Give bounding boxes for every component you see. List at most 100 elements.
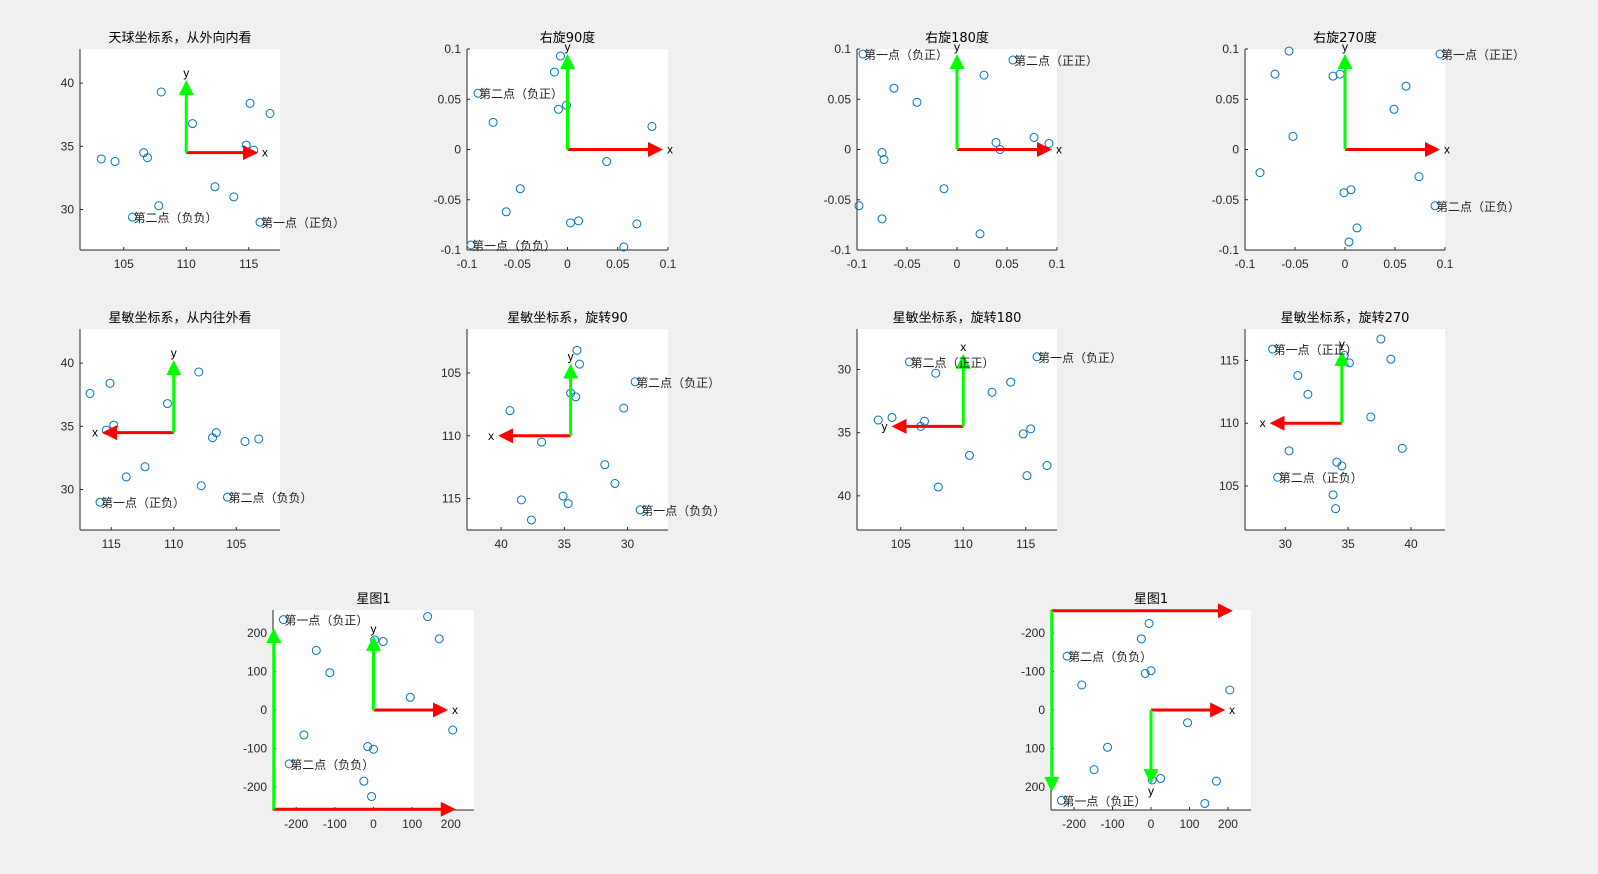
point-annotation: 第一点（正正） bbox=[1441, 48, 1525, 62]
y-tick-label: 40 bbox=[838, 489, 852, 503]
data-point bbox=[991, 137, 1001, 147]
y-tick-label: 0 bbox=[1232, 143, 1239, 157]
x-tick-label: -0.1 bbox=[847, 257, 868, 271]
y-tick-label: 110 bbox=[442, 429, 461, 443]
y-tick-label: -100 bbox=[243, 741, 267, 755]
data-point bbox=[873, 415, 883, 425]
data-point bbox=[1056, 795, 1066, 805]
y-tick-label: -100 bbox=[1021, 665, 1045, 679]
point-annotation: 第二点（正负） bbox=[1436, 200, 1520, 214]
data-point bbox=[1386, 354, 1396, 364]
data-point bbox=[549, 67, 559, 77]
arrow-label: y bbox=[954, 40, 960, 54]
x-tick-label: 200 bbox=[1218, 817, 1238, 831]
data-point bbox=[1344, 237, 1354, 247]
data-point bbox=[889, 83, 899, 93]
data-point bbox=[1008, 55, 1018, 65]
arrow-label: y bbox=[371, 622, 377, 636]
data-point bbox=[1352, 223, 1362, 233]
arrow-label: x bbox=[1444, 143, 1450, 157]
x-tick-label: 0 bbox=[1148, 817, 1155, 831]
point-annotation: 第二点（负正） bbox=[636, 376, 720, 390]
y-tick-label: -0.1 bbox=[440, 243, 461, 257]
data-point bbox=[572, 345, 582, 355]
y-tick-label: 105 bbox=[1219, 479, 1239, 493]
data-point bbox=[229, 192, 239, 202]
subplot-10: 星图1 -200 -100 0 100 200 -200 -100 0 100 200 x y第一点（负… bbox=[1021, 592, 1251, 831]
data-point bbox=[1328, 71, 1338, 81]
y-tick-label: 0 bbox=[1038, 703, 1045, 717]
chart-title: 右旋270度 bbox=[1313, 30, 1377, 46]
y-tick-label: -0.05 bbox=[1212, 193, 1240, 207]
x-tick-label: 100 bbox=[1179, 817, 1199, 831]
data-point bbox=[188, 119, 197, 129]
arrow-label: y bbox=[1342, 40, 1348, 54]
y-tick-label: 35 bbox=[61, 139, 75, 153]
data-point bbox=[1303, 389, 1313, 399]
data-point bbox=[1103, 742, 1113, 752]
subplot-3: 右旋180度 -0.1 -0.05 0 0.05 0.1 -0.1 -0.05 0 0.05 0.1… bbox=[824, 30, 1098, 271]
data-point bbox=[194, 367, 204, 377]
x-tick-label: -0.05 bbox=[504, 257, 532, 271]
data-point bbox=[96, 154, 106, 164]
data-point bbox=[931, 368, 941, 378]
y-tick-label: 115 bbox=[1220, 353, 1239, 367]
x-tick-label: 105 bbox=[226, 537, 246, 551]
data-point bbox=[600, 460, 610, 470]
subplot-2: 右旋90度 -0.1 -0.05 0 0.05 0.1 -0.1 -0.05 0 0.05 0.1 x… bbox=[434, 30, 677, 271]
data-point bbox=[369, 744, 378, 754]
arrow-label: x bbox=[92, 426, 98, 440]
data-point bbox=[154, 201, 164, 211]
y-tick-label: 100 bbox=[1025, 741, 1045, 755]
point-annotation: 第一点（正负） bbox=[101, 496, 185, 510]
y-tick-label: 40 bbox=[61, 76, 75, 90]
y-tick-label: 105 bbox=[441, 366, 461, 380]
y-tick-label: 35 bbox=[61, 419, 75, 433]
data-point bbox=[359, 776, 369, 786]
y-tick-label: 0 bbox=[454, 143, 461, 157]
arrow-label: x bbox=[452, 703, 458, 717]
data-point bbox=[1328, 490, 1338, 500]
data-point bbox=[140, 462, 150, 472]
data-point bbox=[1042, 461, 1052, 471]
x-tick-label: -100 bbox=[1101, 817, 1125, 831]
data-point bbox=[1026, 424, 1036, 434]
point-annotation: 第二点（负负） bbox=[1068, 650, 1152, 664]
data-point bbox=[85, 388, 95, 398]
x-tick-label: 115 bbox=[239, 257, 258, 271]
data-point bbox=[325, 668, 335, 678]
subplot-1: 天球坐标系，从外向内看 105 110 115 30 35 40 x y 第二点（负负） 第一点（正… bbox=[61, 30, 345, 271]
point-annotation: 第二点（负负） bbox=[290, 758, 374, 772]
data-point bbox=[265, 108, 275, 118]
data-point bbox=[574, 216, 584, 226]
x-tick-label: -200 bbox=[1062, 817, 1086, 831]
subplot-7: 星敏坐标系，旋转180 105 110 115 30 35 40 y x 第二点（正正） 第一点（负… bbox=[838, 311, 1122, 551]
data-point bbox=[1062, 651, 1072, 661]
x-tick-label: 30 bbox=[1279, 537, 1293, 551]
data-point bbox=[466, 240, 476, 250]
y-tick-label: -0.1 bbox=[1218, 243, 1239, 257]
data-point bbox=[95, 497, 105, 507]
subplot-5: 星敏坐标系，从内往外看 115 110 105 30 35 40 x y 第一点（正负） 第二点（负… bbox=[61, 310, 313, 551]
point-annotation: 第一点（负负） bbox=[641, 504, 725, 518]
y-tick-label: -200 bbox=[1021, 626, 1045, 640]
data-point bbox=[987, 387, 997, 397]
y-tick-label: 0 bbox=[844, 143, 851, 157]
data-point bbox=[632, 219, 642, 229]
data-point bbox=[121, 472, 131, 482]
data-point bbox=[1268, 344, 1278, 354]
data-point bbox=[933, 482, 943, 492]
chart-title: 星敏坐标系，旋转270 bbox=[1281, 311, 1410, 326]
data-point bbox=[630, 377, 640, 387]
data-point bbox=[979, 70, 989, 80]
data-point bbox=[1140, 668, 1150, 678]
x-tick-label: 100 bbox=[402, 817, 422, 831]
data-point bbox=[1337, 461, 1347, 471]
data-point bbox=[223, 492, 232, 502]
data-point bbox=[1029, 132, 1039, 142]
data-point bbox=[1293, 370, 1303, 380]
data-point bbox=[975, 229, 985, 239]
chart-title: 右旋90度 bbox=[540, 30, 596, 46]
y-tick-label: 0.05 bbox=[828, 92, 852, 106]
point-annotation: 第一点（负正） bbox=[864, 48, 948, 62]
